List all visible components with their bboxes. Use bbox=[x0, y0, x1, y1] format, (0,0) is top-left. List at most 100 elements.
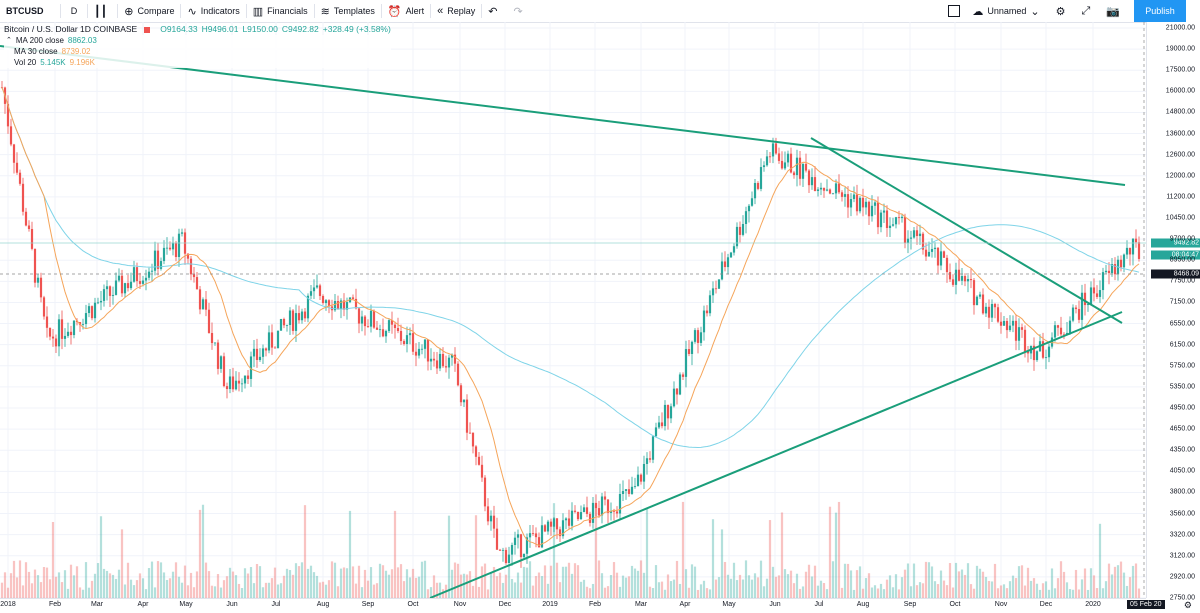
candle-body bbox=[6, 103, 10, 127]
candle-body bbox=[1056, 325, 1060, 328]
symbol-search[interactable]: BTCUSD bbox=[6, 6, 44, 16]
volume-bar bbox=[786, 574, 790, 598]
candle-body bbox=[243, 375, 247, 384]
price-tick-label: 2750.00 bbox=[1169, 594, 1195, 602]
volume-bar bbox=[255, 563, 259, 598]
candle-body bbox=[570, 510, 574, 526]
candle-body bbox=[1044, 357, 1048, 359]
volume-bar bbox=[1110, 574, 1114, 598]
candle-body bbox=[387, 320, 391, 331]
expand-button[interactable]: ⤢ bbox=[1075, 0, 1100, 22]
ma200-legend[interactable]: ⌃ MA 200 close 8862.03 bbox=[4, 35, 391, 46]
candle-body bbox=[1017, 327, 1021, 341]
volume-bar bbox=[486, 589, 490, 598]
candle-body bbox=[810, 177, 814, 186]
undo-button[interactable]: ↶ bbox=[482, 0, 507, 22]
volume-bar bbox=[1020, 565, 1024, 598]
volume-bar bbox=[333, 562, 337, 598]
volume-bar bbox=[105, 570, 109, 598]
volume-bar bbox=[216, 574, 220, 598]
volume-bar bbox=[237, 583, 241, 598]
alert-button[interactable]: ⏰ Alert bbox=[382, 0, 430, 22]
divider bbox=[245, 4, 247, 18]
candle-body bbox=[195, 277, 199, 290]
volume-bar bbox=[393, 510, 397, 598]
volume-bar bbox=[24, 562, 28, 598]
volume-bar bbox=[960, 569, 964, 598]
volume-bar bbox=[1131, 565, 1135, 598]
volume-bar bbox=[657, 582, 661, 598]
layout-button[interactable]: ☁ Unnamed ⌄ bbox=[966, 0, 1049, 22]
price-chart[interactable] bbox=[0, 22, 1146, 598]
volume-bar bbox=[174, 562, 178, 598]
volume-bar bbox=[219, 587, 223, 598]
collapse-arrow-icon[interactable]: ⌃ bbox=[6, 37, 12, 44]
financials-button[interactable]: ▥ Financials bbox=[247, 0, 314, 22]
volume-bar bbox=[432, 575, 436, 598]
candle-body bbox=[801, 163, 805, 179]
candle-body bbox=[750, 198, 754, 206]
volume-bar bbox=[387, 574, 391, 598]
volume-value: 5.145K bbox=[40, 58, 66, 67]
volume-bar bbox=[627, 576, 631, 598]
fullscreen-toggle[interactable] bbox=[942, 0, 966, 22]
volume-bar bbox=[519, 582, 523, 598]
volume-bar bbox=[810, 576, 814, 598]
snapshot-button[interactable]: 📷 bbox=[1100, 0, 1130, 22]
candle-body bbox=[777, 153, 781, 161]
candle-body bbox=[351, 297, 355, 299]
candle-body bbox=[411, 333, 415, 352]
time-axis[interactable]: 2018 Feb Mar Apr May Jun Jul Aug Sep Oct Nov Dec 201… bbox=[0, 598, 1146, 613]
candle-body bbox=[273, 347, 277, 349]
volume-bar bbox=[309, 565, 313, 598]
replay-button[interactable]: «Replay bbox=[431, 0, 481, 22]
volume-bar bbox=[291, 574, 295, 598]
candle-body bbox=[642, 463, 646, 482]
candle-body bbox=[567, 518, 571, 526]
price-axis[interactable]: 9492.82 08:04:47 8468.09 21000.00 19000.0… bbox=[1146, 22, 1200, 602]
volume-bar bbox=[819, 580, 823, 598]
candle-body bbox=[759, 167, 763, 189]
templates-button[interactable]: ≋ Templates bbox=[315, 0, 381, 22]
volume-bar bbox=[375, 583, 379, 598]
candle-body bbox=[198, 289, 202, 310]
financials-label: Financials bbox=[267, 6, 308, 16]
volume-bar bbox=[1128, 577, 1132, 598]
settings-button[interactable]: ⚙ bbox=[1050, 0, 1076, 22]
volume-bar bbox=[942, 580, 946, 598]
volume-bar bbox=[1026, 567, 1030, 598]
candle-body bbox=[669, 406, 673, 419]
ma30-legend[interactable]: MA 30 close 8739.02 bbox=[4, 46, 391, 57]
candle-body bbox=[1131, 238, 1135, 255]
volume-bar bbox=[789, 570, 793, 598]
candle-body bbox=[966, 279, 970, 282]
volume-bar bbox=[870, 587, 874, 598]
volume-bar bbox=[618, 586, 622, 598]
volume-legend[interactable]: Vol 20 5.145K 9.196K bbox=[4, 57, 391, 68]
candle-body bbox=[63, 335, 67, 339]
volume-bar bbox=[108, 573, 112, 598]
volume-bar bbox=[507, 563, 511, 598]
candle-body bbox=[60, 319, 64, 339]
candle-body bbox=[981, 294, 985, 314]
candle-body bbox=[591, 502, 595, 523]
interval-button[interactable]: D bbox=[70, 6, 78, 16]
redo-button[interactable]: ↷ bbox=[508, 0, 533, 22]
volume-bar bbox=[762, 586, 766, 598]
candle-body bbox=[963, 276, 967, 282]
publish-button[interactable]: Publish bbox=[1134, 0, 1186, 22]
axis-settings-gear-icon[interactable]: ⚙ bbox=[1183, 600, 1192, 610]
candle-body bbox=[90, 306, 94, 319]
candle-body bbox=[576, 511, 580, 520]
candle-body bbox=[249, 356, 253, 379]
chart-type-button[interactable]: ┃┃ bbox=[88, 0, 117, 22]
compare-button[interactable]: ⊕ Compare bbox=[118, 0, 180, 22]
volume-bar bbox=[411, 568, 415, 598]
volume-bar bbox=[423, 560, 427, 598]
volume-bar bbox=[234, 575, 238, 598]
volume-bar bbox=[321, 581, 325, 598]
volume-bar bbox=[738, 574, 742, 598]
price-tick-label: 8950.00 bbox=[1169, 256, 1195, 264]
indicators-button[interactable]: ∿ Indicators bbox=[181, 0, 245, 22]
volume-bar bbox=[636, 570, 640, 598]
